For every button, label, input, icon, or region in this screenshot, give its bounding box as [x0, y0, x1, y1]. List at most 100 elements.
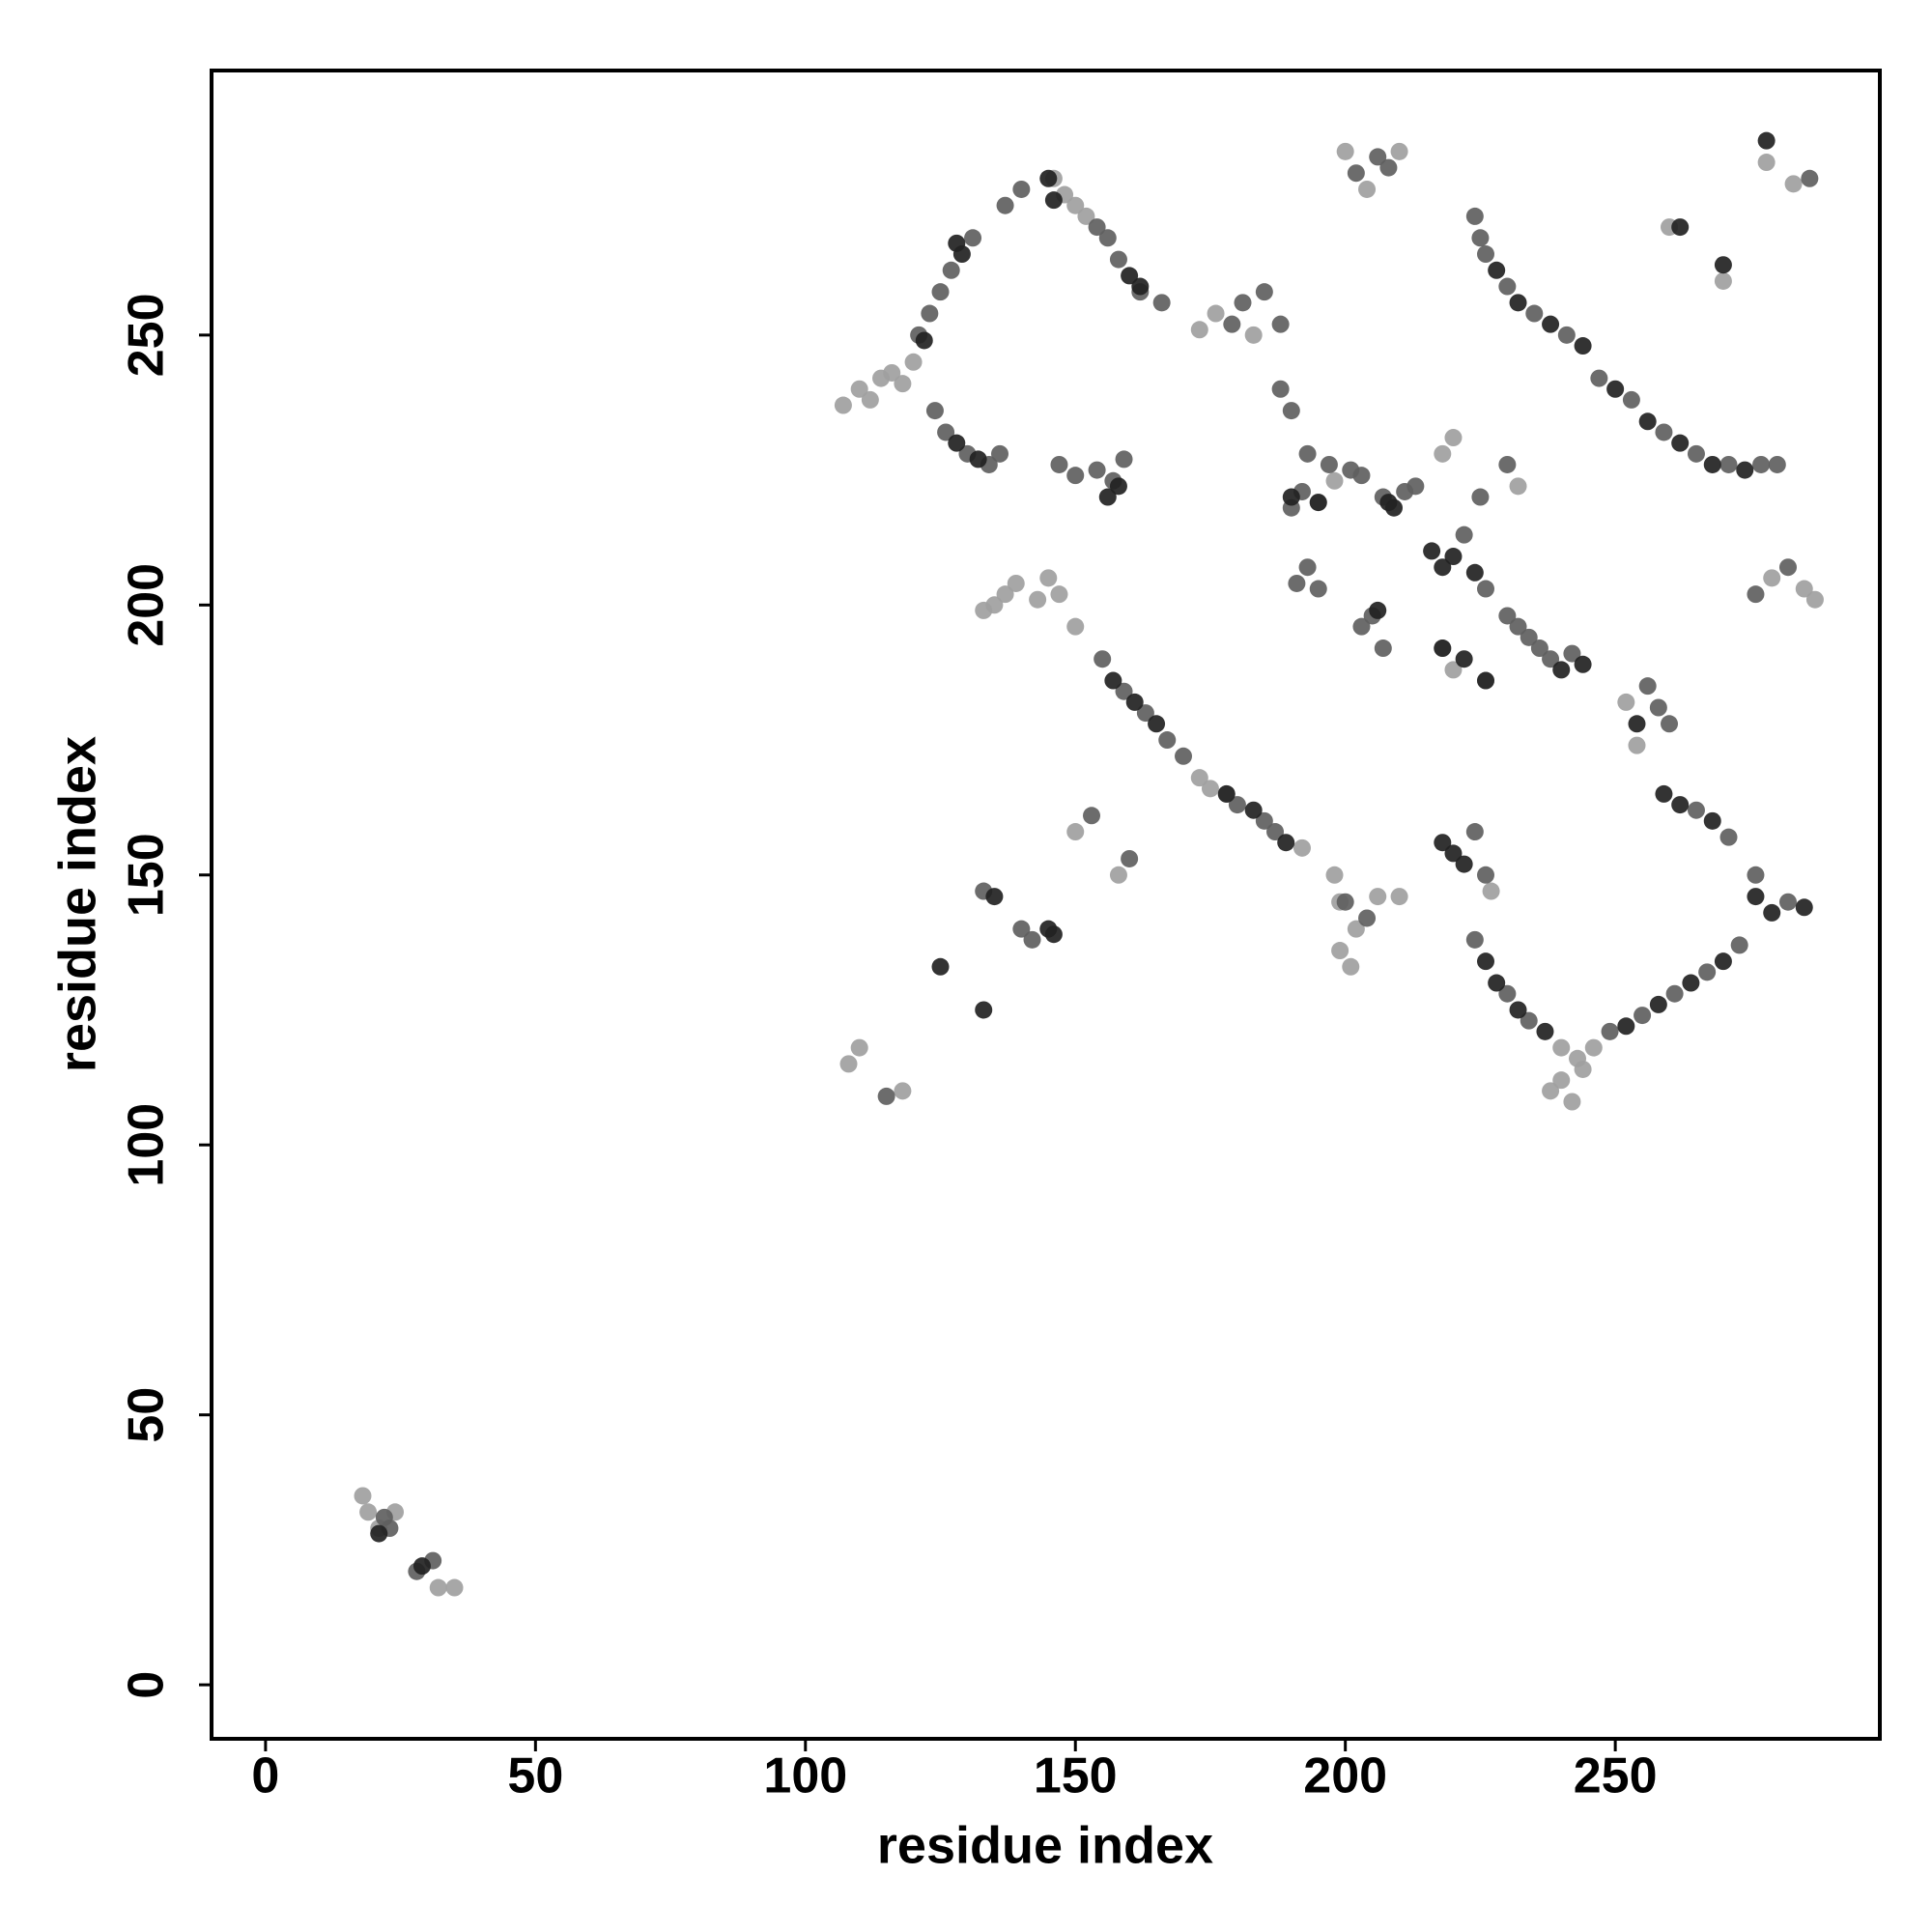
point — [1029, 590, 1047, 609]
point — [1671, 434, 1690, 452]
point — [1136, 704, 1154, 723]
point — [1509, 477, 1527, 496]
point — [1023, 930, 1041, 949]
point — [1352, 617, 1371, 636]
point — [1498, 455, 1517, 473]
point — [1444, 844, 1463, 863]
point — [1730, 936, 1748, 954]
point — [1682, 974, 1700, 992]
point — [921, 304, 939, 323]
point — [1698, 963, 1717, 981]
point — [1557, 326, 1576, 344]
point — [1148, 715, 1166, 733]
point — [1190, 321, 1208, 339]
point — [850, 1038, 868, 1057]
point — [1434, 558, 1452, 577]
point — [1039, 169, 1058, 187]
point — [1542, 650, 1560, 668]
point — [861, 390, 879, 409]
point — [834, 396, 852, 414]
point — [1320, 455, 1338, 473]
point — [1747, 866, 1765, 884]
point — [1509, 294, 1527, 312]
point — [1617, 693, 1635, 711]
point — [931, 283, 950, 301]
point — [1542, 1082, 1560, 1100]
point — [445, 1578, 464, 1597]
point — [1223, 315, 1241, 333]
point — [1342, 957, 1360, 976]
point — [1736, 461, 1754, 479]
point — [1331, 942, 1350, 960]
point — [1552, 1038, 1571, 1057]
point — [839, 1055, 858, 1073]
point — [1444, 548, 1463, 566]
point — [1768, 455, 1786, 473]
point — [1369, 601, 1387, 619]
point — [1309, 494, 1327, 512]
point — [1336, 142, 1354, 160]
point — [996, 196, 1014, 214]
point — [1655, 423, 1673, 441]
point — [1115, 450, 1133, 469]
point — [1007, 574, 1025, 592]
point — [1784, 175, 1803, 193]
point — [1542, 315, 1560, 333]
point — [1115, 682, 1133, 700]
y-tick-label: 250 — [119, 293, 175, 377]
point — [1471, 229, 1490, 247]
point — [1634, 1007, 1652, 1025]
point — [1477, 245, 1495, 264]
point — [1455, 650, 1473, 668]
point — [1158, 731, 1177, 750]
point — [1649, 995, 1667, 1013]
point — [904, 353, 923, 371]
x-tick-label: 150 — [1034, 1748, 1118, 1804]
point — [850, 380, 868, 398]
point — [1795, 580, 1813, 598]
point — [1563, 644, 1581, 663]
point — [1293, 838, 1311, 857]
point — [1207, 304, 1225, 323]
point — [1661, 715, 1679, 733]
point — [359, 1503, 378, 1521]
point — [1671, 218, 1690, 237]
point — [1423, 542, 1441, 560]
point — [996, 585, 1014, 604]
point — [1434, 834, 1452, 852]
point — [985, 596, 1004, 614]
point — [877, 1087, 895, 1105]
point — [990, 444, 1009, 463]
point — [937, 423, 955, 441]
point — [1098, 229, 1117, 247]
point — [1088, 218, 1106, 237]
point — [1617, 1017, 1635, 1036]
point — [1444, 429, 1463, 447]
point — [1509, 617, 1527, 636]
point — [1309, 580, 1327, 598]
point — [1271, 380, 1290, 398]
point — [1050, 585, 1068, 604]
point — [948, 234, 966, 252]
point — [1638, 677, 1657, 696]
point — [1325, 866, 1344, 884]
point — [1747, 585, 1765, 604]
point — [1298, 444, 1317, 463]
point — [1369, 148, 1387, 166]
point — [894, 375, 912, 393]
point — [1358, 909, 1377, 927]
point — [1801, 169, 1819, 187]
point — [1244, 801, 1263, 819]
point — [1131, 277, 1150, 296]
point — [1552, 1071, 1571, 1090]
point — [354, 1487, 372, 1505]
point — [1574, 655, 1592, 673]
point — [1465, 207, 1484, 225]
point — [1444, 661, 1463, 679]
x-axis-title: residue index — [877, 1816, 1213, 1874]
points — [354, 131, 1824, 1597]
point — [1590, 369, 1608, 387]
point — [1638, 412, 1657, 431]
point — [1498, 984, 1517, 1003]
point — [1719, 828, 1738, 846]
